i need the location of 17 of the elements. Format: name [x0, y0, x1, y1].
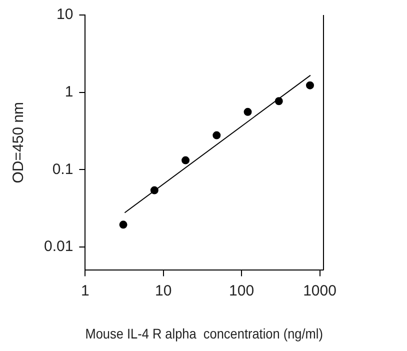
point	[244, 108, 252, 116]
point	[150, 186, 158, 194]
point	[212, 131, 221, 140]
x-tick-label: 10	[155, 282, 172, 300]
x-tick-label: 1	[81, 282, 90, 300]
y-tick-label: 1	[64, 83, 74, 100]
point	[119, 220, 128, 229]
y-tick-label: 0.1	[52, 160, 74, 178]
point	[306, 81, 314, 90]
point	[274, 97, 283, 106]
y-tick-label: 10	[56, 6, 74, 24]
x-tick-label: 100	[229, 282, 254, 300]
point	[182, 156, 190, 164]
x-tick-label: 1000	[303, 282, 336, 300]
y-axis-title: OD=450 nm	[10, 102, 28, 184]
x-axis-title: Mouse IL-4 R alpha concentration (ng/ml)	[85, 326, 323, 342]
y-tick-label: 0.01	[44, 238, 74, 256]
